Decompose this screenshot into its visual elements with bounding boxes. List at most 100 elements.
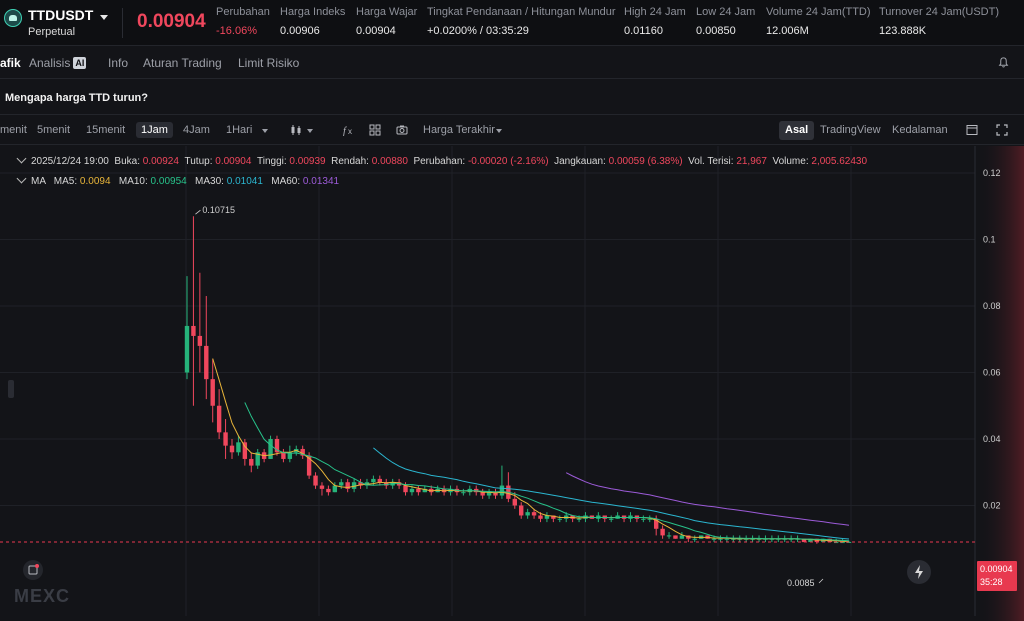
candle-body: [358, 482, 363, 486]
candle-body: [666, 535, 672, 537]
stat-label: Turnover 24 Jam(USDT): [879, 6, 1000, 18]
ai-question-bar[interactable]: Mengapa harga TTD turun?: [0, 80, 1024, 115]
low-marker: 0.0085: [787, 578, 815, 588]
chart-canvas[interactable]: 0.12 0.1 0.08 0.06 0.04 0.02 0.10715: [0, 146, 1024, 621]
tab-trading-rules[interactable]: Aturan Trading: [143, 56, 222, 70]
view-tradingview-button[interactable]: TradingView: [820, 124, 881, 136]
collapse-icon[interactable]: [16, 173, 27, 184]
open-value: 0.00924: [142, 156, 179, 167]
chevron-down-icon[interactable]: [100, 15, 108, 20]
timeframe-1d[interactable]: 1Hari: [226, 124, 253, 136]
chevron-down-icon[interactable]: [307, 129, 313, 133]
current-price-tag: 0.00904 35:28: [977, 561, 1017, 591]
candle-body: [255, 452, 260, 466]
tab-chart[interactable]: afik: [0, 56, 21, 70]
lightning-icon[interactable]: [907, 560, 931, 584]
ma-label: MA: [31, 176, 46, 187]
bell-icon[interactable]: [998, 57, 1009, 68]
candle-body: [197, 335, 203, 346]
candle-body: [833, 542, 839, 544]
view-original-button[interactable]: Asal: [779, 121, 815, 140]
ma10-label: MA10:: [118, 176, 148, 187]
last-price: 0.00904: [137, 11, 206, 32]
candle-body: [480, 492, 485, 496]
candle-body: [332, 485, 338, 493]
ma30-label: MA30:: [195, 176, 224, 187]
y-tick-label: 0.12: [983, 168, 1001, 178]
ma-legend: MA MA5: 0.0094 MA10: 0.00954 MA30: 0.010…: [16, 173, 339, 187]
candle-body: [319, 485, 325, 489]
candle-body: [313, 475, 318, 486]
ma60-line: [565, 472, 850, 526]
timeframe-1m[interactable]: menit: [0, 124, 27, 136]
flag-icon[interactable]: [23, 560, 43, 580]
candle-body: [724, 538, 730, 540]
candle-body: [204, 345, 209, 380]
stat-fair-price: Harga Wajar 0.00904: [356, 6, 417, 37]
close-value: 0.00904: [215, 156, 252, 167]
candle-body: [384, 482, 389, 486]
stat-label: Volume 24 Jam(TTD): [766, 6, 871, 18]
y-tick-label: 0.04: [983, 434, 1001, 444]
candle-body: [377, 478, 383, 483]
candle-type-icon[interactable]: [290, 124, 302, 136]
ma5-line: [212, 358, 849, 542]
timeframe-more-icon[interactable]: [262, 129, 268, 133]
tab-analysis[interactable]: Analisis AI: [29, 56, 87, 70]
candle-body: [326, 488, 331, 493]
indicator-fx-icon[interactable]: f x: [343, 124, 355, 136]
ohlc-date: 2025/12/24 19:00: [31, 156, 109, 167]
candle-countdown: 35:28: [980, 577, 1003, 587]
contract-type: Perpetual: [28, 26, 76, 38]
stat-value: 123.888K: [879, 25, 927, 37]
svg-text:f: f: [343, 126, 347, 136]
stat-label: Harga Indeks: [280, 6, 346, 18]
current-price: 0.00904: [980, 564, 1013, 574]
view-depth-button[interactable]: Kedalaman: [892, 124, 948, 136]
stat-value: 0.00906: [280, 25, 320, 37]
ma5-value: 0.0094: [79, 176, 111, 187]
candle-body: [551, 515, 556, 519]
candle-body: [525, 512, 530, 516]
panel-layout-icon[interactable]: [966, 124, 978, 136]
filled-value: 21,967: [736, 156, 767, 167]
price-type-select[interactable]: Harga Terakhir: [423, 124, 495, 136]
tab-info[interactable]: Info: [108, 56, 129, 70]
collapse-icon[interactable]: [16, 153, 27, 164]
timeframe-5m[interactable]: 5menit: [37, 124, 71, 136]
mexc-watermark-logo: MEXC: [14, 586, 71, 606]
stat-funding-rate[interactable]: Tingkat Pendanaan / Hitungan Mundur +0.0…: [427, 6, 616, 37]
candle-body: [242, 442, 248, 459]
candle-body: [216, 405, 222, 433]
timeframe-4h[interactable]: 4Jam: [183, 124, 210, 136]
timeframe-1h[interactable]: 1Jam: [136, 122, 173, 138]
candle-body: [499, 485, 505, 496]
symbol-name[interactable]: TTDUSDT: [28, 7, 94, 23]
candle-body: [281, 452, 286, 459]
high-value: 0.00939: [289, 156, 326, 167]
ma30-value: 0.01041: [226, 176, 263, 187]
candle-body: [371, 478, 376, 483]
candle-body: [249, 458, 254, 466]
candle-body: [608, 518, 614, 520]
layout-grid-icon[interactable]: [369, 124, 381, 136]
candlestick-chart[interactable]: 0.12 0.1 0.08 0.06 0.04 0.02 0.10715 2025/12/2…: [0, 146, 1024, 621]
candle-body: [679, 535, 685, 539]
ma10-line: [244, 402, 850, 542]
stat-label: Low 24 Jam: [696, 6, 756, 18]
header-divider: [122, 8, 123, 38]
ai-question-text[interactable]: Mengapa harga TTD turun?: [5, 92, 148, 104]
candle-body: [416, 488, 421, 493]
tab-risk-limit[interactable]: Limit Risiko: [238, 56, 300, 70]
ma5-label: MA5:: [53, 176, 78, 187]
stat-index-price: Harga Indeks 0.00906: [280, 6, 345, 37]
chevron-down-icon[interactable]: [496, 129, 502, 133]
candle-body: [531, 512, 537, 516]
candle-body: [486, 492, 492, 496]
tab-analysis-label: Analisis: [29, 56, 71, 70]
stat-change: Perubahan -16.06%: [216, 6, 270, 37]
timeframe-15m[interactable]: 15menit: [86, 124, 126, 136]
ma10-value: 0.00954: [150, 176, 187, 187]
fullscreen-icon[interactable]: [996, 124, 1008, 136]
camera-icon[interactable]: [396, 124, 408, 136]
